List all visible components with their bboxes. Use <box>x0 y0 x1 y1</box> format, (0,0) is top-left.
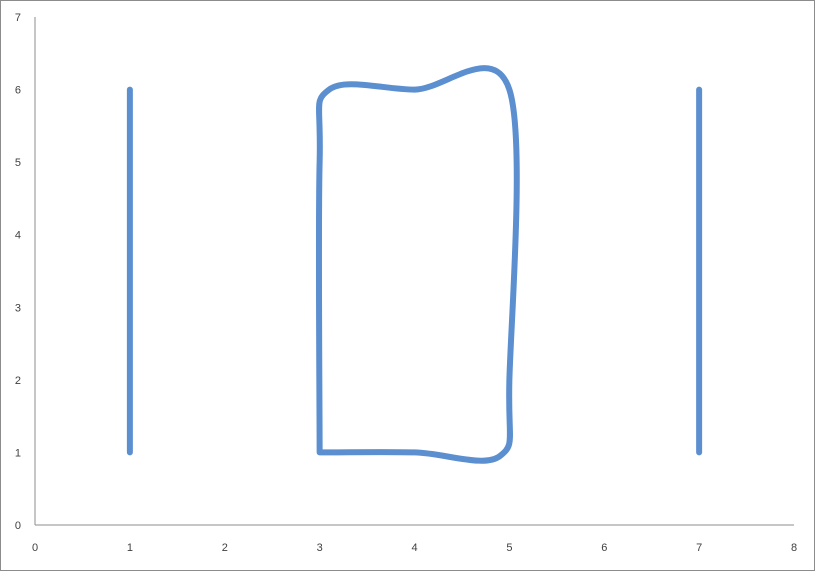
x-tick-label: 2 <box>222 542 228 554</box>
x-tick-label: 0 <box>32 542 38 554</box>
plot-series <box>126 65 703 464</box>
axes <box>34 17 794 526</box>
y-tick-label: 3 <box>15 302 21 314</box>
x-tick-label: 7 <box>696 542 702 554</box>
tick-labels: 0 1 2 3 4 5 6 7 8 0 1 2 3 4 5 6 7 <box>15 12 797 554</box>
series-line-2 <box>315 65 520 464</box>
x-tick-label: 6 <box>601 542 607 554</box>
x-tick-label: 8 <box>791 542 797 554</box>
x-tick-label: 3 <box>317 542 323 554</box>
x-tick-label: 1 <box>127 542 133 554</box>
y-tick-label: 5 <box>15 157 21 169</box>
y-tick-label: 4 <box>15 230 21 242</box>
x-tick-label: 5 <box>506 542 512 554</box>
y-tick-label: 1 <box>15 447 21 459</box>
x-tick-label: 4 <box>411 542 417 554</box>
y-tick-label: 2 <box>15 375 21 387</box>
y-tick-label: 0 <box>15 520 21 532</box>
y-tick-label: 7 <box>15 12 21 24</box>
y-tick-label: 6 <box>15 85 21 97</box>
